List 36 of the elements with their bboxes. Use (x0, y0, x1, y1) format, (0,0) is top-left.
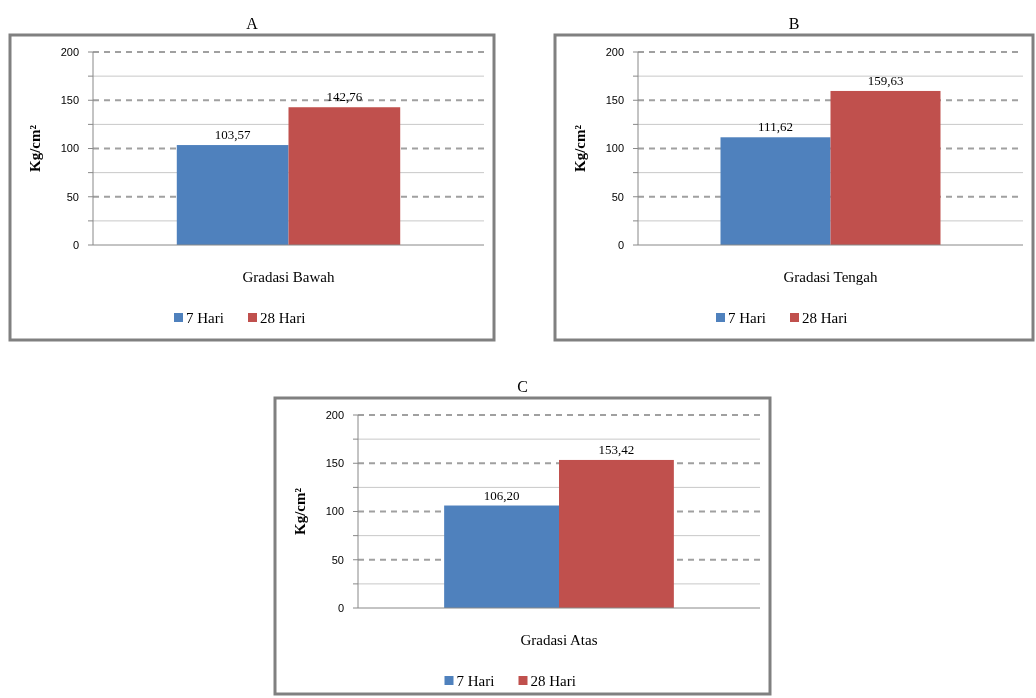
y-tick-label: 0 (617, 238, 624, 251)
chart-title: B (788, 15, 800, 32)
x-tick-label: Gradasi Atas (520, 632, 598, 648)
y-axis-title: Kg/cm² (572, 124, 588, 172)
data-label: 106,20 (483, 487, 520, 503)
y-tick-label: 100 (605, 142, 624, 155)
data-label: 153,42 (598, 441, 635, 457)
data-label: 111,62 (758, 119, 793, 135)
y-axis-title: Kg/cm² (27, 124, 43, 172)
y-tick-label: 150 (325, 457, 344, 470)
legend-label: 28 Hari (802, 310, 848, 327)
y-tick-label: 50 (66, 190, 79, 203)
y-axis-title: Kg/cm² (292, 487, 308, 535)
y-tick-label: 100 (325, 505, 344, 518)
chart-title: A (246, 15, 259, 32)
legend-label: 28 Hari (260, 310, 306, 327)
y-tick-label: 150 (605, 94, 624, 107)
legend-label: 7 Hari (456, 673, 495, 690)
y-tick-label: 50 (611, 190, 624, 203)
data-label: 103,57 (214, 127, 252, 143)
y-tick-label: 150 (60, 94, 79, 107)
y-tick-label: 0 (72, 238, 79, 251)
y-tick-label: 200 (325, 408, 344, 421)
legend-label: 28 Hari (530, 673, 576, 690)
y-tick-label: 0 (337, 601, 344, 614)
y-tick-label: 50 (331, 553, 344, 566)
data-label: 159,63 (867, 72, 904, 88)
y-tick-label: 100 (60, 142, 79, 155)
x-tick-label: Gradasi Tengah (783, 269, 879, 285)
chart-title: C (517, 378, 528, 395)
y-tick-label: 200 (60, 45, 79, 58)
legend-label: 7 Hari (186, 310, 224, 327)
legend-label: 7 Hari (728, 310, 766, 327)
y-tick-label: 200 (605, 45, 624, 58)
data-label: 142,76 (326, 89, 363, 105)
x-tick-label: Gradasi Bawah (242, 269, 336, 285)
